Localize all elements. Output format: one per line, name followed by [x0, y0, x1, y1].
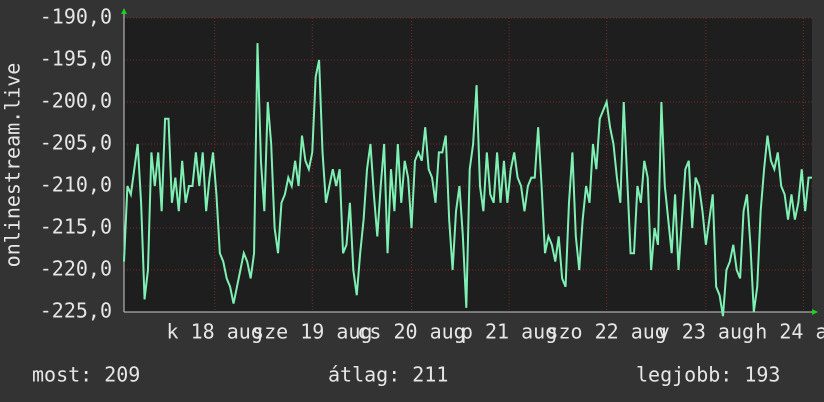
- x-tick-label: h 24 aug: [755, 320, 824, 344]
- x-tick-label: sze 19 aug: [252, 320, 372, 344]
- data-line: [123, 43, 812, 317]
- y-tick-label: -210,0: [40, 173, 112, 197]
- x-tick-label: cs 20 aug: [357, 320, 465, 344]
- x-tick-label: k 18 aug: [167, 320, 263, 344]
- y-tick-label: -225,0: [40, 299, 112, 323]
- stat-value: 193: [744, 363, 780, 387]
- stat-value: 209: [104, 363, 140, 387]
- x-tick-label: v 23 aug: [658, 320, 754, 344]
- x-axis-arrow: [812, 309, 818, 315]
- y-tick-label: -215,0: [40, 215, 112, 239]
- y-tick-label: -220,0: [40, 257, 112, 281]
- y-axis-label: onlinestream.live: [1, 63, 25, 268]
- stat-label: legjobb:: [636, 363, 732, 387]
- stat-label: most:: [32, 363, 92, 387]
- y-axis-arrow: [121, 8, 127, 14]
- y-tick-label: -195,0: [40, 47, 112, 71]
- y-tick-label: -205,0: [40, 131, 112, 155]
- y-tick-label: -200,0: [40, 89, 112, 113]
- x-tick-label: p 21 aug: [461, 320, 557, 344]
- y-tick-label: -190,0: [40, 5, 112, 29]
- stat-label: átlag:: [328, 363, 400, 387]
- stat-value: 211: [412, 363, 448, 387]
- x-tick-label: szo 22 aug: [546, 320, 666, 344]
